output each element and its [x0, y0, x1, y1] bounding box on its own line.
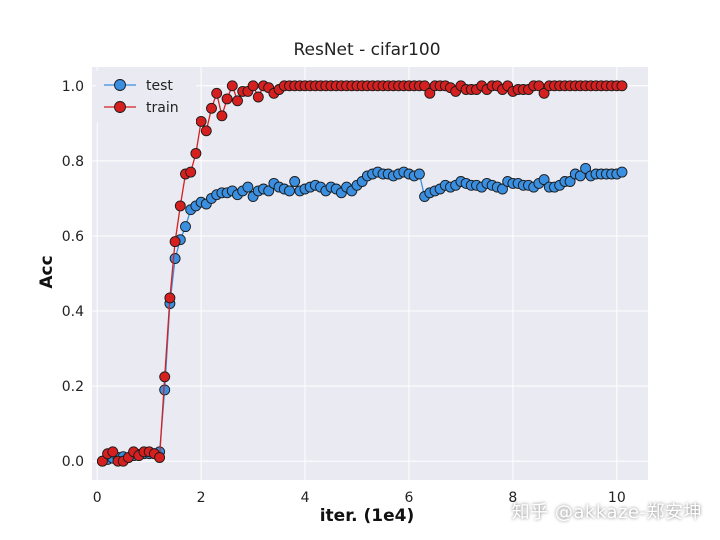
data-point-test — [289, 176, 301, 187]
x-tick-label: 8 — [508, 490, 517, 506]
data-point-train — [216, 110, 228, 122]
x-axis-label: iter. (1e4) — [320, 506, 415, 526]
y-tick-label: 0.8 — [62, 154, 84, 170]
data-point-test — [497, 183, 508, 195]
data-point-train — [232, 95, 243, 107]
y-axis-label: Acc — [37, 255, 57, 288]
data-point-test — [564, 176, 576, 187]
data-point-train — [195, 115, 207, 127]
data-point-train — [424, 87, 436, 99]
data-point-train — [174, 200, 186, 212]
chart-title: ResNet - cifar100 — [293, 40, 440, 60]
data-point-test — [180, 221, 191, 233]
data-point-train — [206, 102, 217, 114]
data-point-train — [164, 292, 176, 304]
legend: test train — [96, 71, 196, 123]
data-point-train — [247, 80, 259, 92]
series-layer — [96, 80, 628, 467]
data-point-train — [159, 371, 171, 383]
y-tick-label: 1.0 — [62, 79, 84, 95]
data-point-train — [169, 236, 181, 248]
plot-area — [92, 67, 648, 480]
x-tick-label: 6 — [405, 490, 414, 506]
y-tick-label: 0.2 — [62, 379, 84, 395]
data-point-train — [221, 93, 233, 105]
legend-marker-train — [114, 101, 126, 113]
data-point-train — [190, 147, 202, 159]
data-point-train — [185, 166, 197, 178]
data-point-train — [211, 87, 223, 99]
data-point-train — [252, 91, 264, 103]
x-tick-label: 2 — [197, 490, 206, 506]
tick-labels: 0 2 4 6 8 10 0.0 0.2 0.4 0.6 0.8 1.0 — [62, 79, 626, 506]
x-tick-label: 4 — [301, 490, 310, 506]
data-point-train — [226, 80, 238, 92]
y-tick-label: 0.4 — [62, 304, 84, 320]
y-tick-label: 0.6 — [62, 229, 84, 245]
data-point-test — [169, 253, 181, 264]
series-train — [96, 80, 628, 467]
series-test — [96, 162, 628, 467]
data-point-test — [242, 181, 254, 193]
data-point-test — [413, 168, 425, 180]
data-point-test — [538, 174, 550, 186]
data-point-train — [200, 125, 212, 137]
legend-label-train: train — [146, 100, 179, 116]
x-tick-label: 10 — [608, 490, 626, 506]
legend-box — [96, 71, 196, 123]
data-point-train — [107, 446, 119, 458]
data-point-train — [96, 455, 108, 467]
data-point-test — [284, 185, 295, 197]
data-point-train — [538, 87, 550, 99]
data-point-test — [580, 162, 592, 174]
data-point-train — [616, 80, 628, 92]
data-point-test — [616, 166, 628, 178]
legend-marker-test — [114, 79, 126, 91]
data-point-test — [263, 185, 275, 197]
watermark: 知乎 @akkaze-郑安坤 — [511, 502, 702, 523]
legend-label-test: test — [146, 78, 173, 94]
y-tick-label: 0.0 — [62, 454, 84, 470]
data-point-train — [154, 452, 166, 463]
x-tick-label: 0 — [93, 490, 102, 506]
